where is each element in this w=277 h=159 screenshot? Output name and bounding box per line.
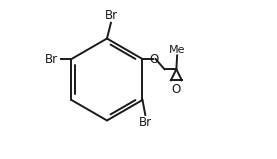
- Text: O: O: [172, 83, 181, 96]
- Text: Br: Br: [104, 9, 118, 22]
- Text: Br: Br: [139, 116, 152, 129]
- Text: Br: Br: [45, 52, 58, 66]
- Text: O: O: [150, 52, 159, 66]
- Text: Me: Me: [169, 45, 185, 55]
